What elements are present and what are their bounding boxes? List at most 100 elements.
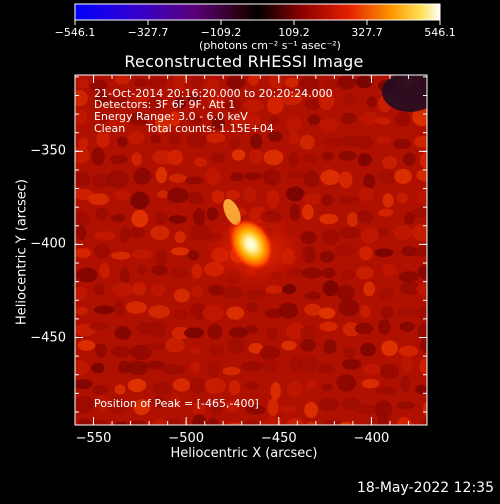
heatmap-cell — [241, 361, 263, 372]
heatmap-cell — [75, 211, 90, 228]
heatmap-cell — [168, 111, 181, 127]
heatmap-cell — [206, 417, 220, 425]
heatmap-cell — [394, 168, 412, 184]
heatmap-cell — [245, 325, 258, 334]
heatmap-cell — [419, 152, 427, 169]
x-tick-label: −450 — [260, 431, 297, 446]
heatmap-cell — [286, 381, 303, 399]
heatmap-cell — [150, 225, 170, 241]
heatmap-cell — [145, 77, 167, 88]
heatmap-cell — [412, 108, 427, 126]
heatmap-cell — [132, 282, 146, 296]
heatmap-cell — [400, 281, 420, 295]
heatmap-cell — [323, 339, 337, 355]
heatmap-cell — [339, 226, 362, 240]
heatmap-cell — [95, 343, 108, 358]
heatmap-cell — [211, 152, 226, 163]
heatmap-cell — [152, 418, 169, 425]
heatmap-cell — [303, 153, 319, 164]
heatmap-cell — [133, 167, 152, 185]
heatmap-cell — [183, 327, 205, 339]
colorbar-tick-label: −327.7 — [127, 26, 169, 39]
heatmap-cell — [75, 396, 94, 414]
heatmap-cell — [419, 338, 427, 352]
heatmap-cell — [147, 96, 163, 112]
heatmap-cell — [262, 358, 278, 373]
heatmap-cell — [221, 286, 243, 299]
heatmap-cell — [168, 215, 187, 224]
colorbar-tick-label: 546.1 — [424, 26, 456, 39]
heatmap-cell — [154, 115, 170, 134]
heatmap-cell — [207, 92, 224, 110]
heatmap-cell — [396, 192, 409, 204]
heatmap-cell — [133, 94, 149, 104]
heatmap-cell — [319, 213, 339, 225]
heatmap-cell — [109, 95, 129, 106]
heatmap-cell — [96, 395, 109, 411]
heatmap-image — [75, 75, 427, 425]
heatmap-cell — [281, 340, 297, 351]
heatmap-cell — [362, 363, 381, 376]
heatmap-cell — [302, 267, 323, 279]
heatmap-cell — [230, 172, 244, 182]
algorithm-text: Clean — [94, 122, 126, 135]
heatmap-cell — [114, 384, 126, 395]
heatmap-cell — [170, 394, 181, 410]
heatmap-cell — [285, 170, 306, 179]
heatmap-cell — [414, 384, 427, 394]
heatmap-cell — [374, 400, 393, 419]
heatmap-cell — [360, 342, 376, 357]
heatmap-cell — [305, 98, 321, 111]
heatmap-cell — [119, 226, 130, 243]
heatmap-cell — [206, 207, 219, 221]
heatmap-cell — [340, 112, 357, 124]
heatmap-cell — [322, 280, 339, 297]
heatmap-cell — [114, 421, 129, 425]
heatmap-cell — [99, 262, 110, 279]
heatmap-cell — [127, 360, 149, 376]
heatmap-cell — [395, 112, 411, 127]
heatmap-cell — [76, 109, 87, 125]
heatmap-cell — [324, 419, 341, 425]
heatmap-cell — [111, 213, 126, 223]
heatmap-cell — [231, 149, 246, 161]
colorbar-ticks — [74, 20, 441, 25]
heatmap-cell — [148, 305, 170, 319]
heatmap-cell — [206, 78, 220, 95]
heatmap-cell — [173, 288, 190, 303]
heatmap-cell — [399, 321, 416, 332]
heatmap-cell — [168, 173, 187, 183]
heatmap-cell — [402, 152, 416, 166]
heatmap-cell — [93, 231, 116, 240]
heatmap-cell — [317, 363, 335, 374]
heatmap-cell — [249, 149, 264, 165]
heatmap-cell — [280, 404, 297, 414]
heatmap-cell — [163, 364, 186, 375]
heatmap-cell — [225, 189, 241, 201]
heatmap-cell — [227, 422, 243, 425]
heatmap-cell — [186, 132, 207, 148]
x-axis-label: Heliocentric X (arcsec) — [170, 446, 318, 461]
heatmap-cell — [381, 340, 398, 357]
heatmap-cell — [167, 187, 189, 204]
heatmap-cell — [267, 398, 279, 417]
heatmap-cell — [132, 249, 153, 260]
heatmap-cell — [336, 374, 357, 392]
source-tail — [223, 198, 241, 226]
heatmap-cell — [75, 171, 91, 188]
heatmap-cell — [401, 246, 419, 257]
heatmap-cell — [357, 210, 374, 224]
heatmap-cell — [286, 418, 304, 425]
heatmap-cell — [420, 418, 427, 425]
heatmap-cell — [222, 366, 241, 376]
heatmap-cell — [243, 99, 264, 112]
heatmap-cell — [376, 135, 392, 145]
heatmap-cell — [304, 402, 318, 418]
dark-region — [382, 75, 427, 112]
heatmap-cell — [77, 78, 89, 89]
heatmap-cell — [130, 191, 150, 210]
heatmap-cell — [75, 248, 92, 258]
heatmap-cell — [344, 92, 357, 106]
heatmap-cell — [207, 324, 223, 340]
heatmap-cell — [188, 115, 203, 125]
